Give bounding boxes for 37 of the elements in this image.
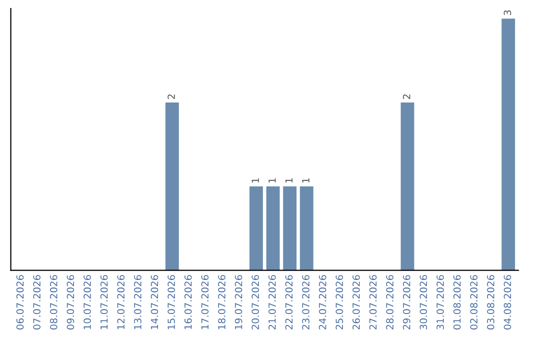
x-tick-label: 21.07.2026 <box>268 275 276 330</box>
x-tick-label: 15.07.2026 <box>168 275 175 330</box>
x-tick-label: 18.07.2026 <box>218 275 226 330</box>
x-tick-label: 12.07.2026 <box>117 275 125 330</box>
data-label: 1 <box>252 178 259 183</box>
x-tick-label: 10.07.2026 <box>84 275 91 330</box>
x-tick-label: 29.07.2026 <box>402 275 410 330</box>
x-tick-label: 03.08.2026 <box>486 275 494 330</box>
x-tick-label: 24.07.2026 <box>318 275 326 330</box>
x-tick-label: 16.07.2026 <box>184 275 192 330</box>
x-tick-label: 09.07.2026 <box>66 275 74 330</box>
x-tick-label: 13.07.2026 <box>134 275 142 330</box>
x-tick-label: 08.07.2026 <box>50 275 58 330</box>
x-tick-label: 25.07.2026 <box>336 275 344 330</box>
x-tick-label: 27.07.2026 <box>369 275 377 330</box>
x-tick-label: 22.07.2026 <box>285 275 293 330</box>
x-tick-label: 07.07.2026 <box>33 275 41 330</box>
data-label: 1 <box>302 178 310 183</box>
data-label: 2 <box>168 94 175 99</box>
x-tick-label: 02.08.2026 <box>470 275 478 330</box>
x-tick-label: 17.07.2026 <box>201 275 209 330</box>
x-tick-label: 06.07.2026 <box>16 275 24 330</box>
x-tick-label: 30.07.2026 <box>420 275 428 330</box>
x-tick-label: 11.07.2026 <box>100 275 108 330</box>
data-label: 1 <box>268 178 276 183</box>
x-tick-label: 28.07.2026 <box>386 275 394 330</box>
data-label: 3 <box>504 10 512 16</box>
x-tick-label: 14.07.2026 <box>150 275 158 330</box>
x-tick-label: 20.07.2026 <box>252 275 260 330</box>
x-tick-label: 26.07.2026 <box>352 275 360 330</box>
x-tick-label: 01.08.2026 <box>453 275 461 330</box>
x-tick-label: 04.08.2026 <box>504 275 512 330</box>
x-tick-label: 23.07.2026 <box>302 275 310 330</box>
data-label: 2 <box>402 94 410 99</box>
data-label: 1 <box>285 178 292 183</box>
x-tick-label: 31.07.2026 <box>436 275 444 330</box>
x-tick-label: 19.07.2026 <box>234 275 242 330</box>
